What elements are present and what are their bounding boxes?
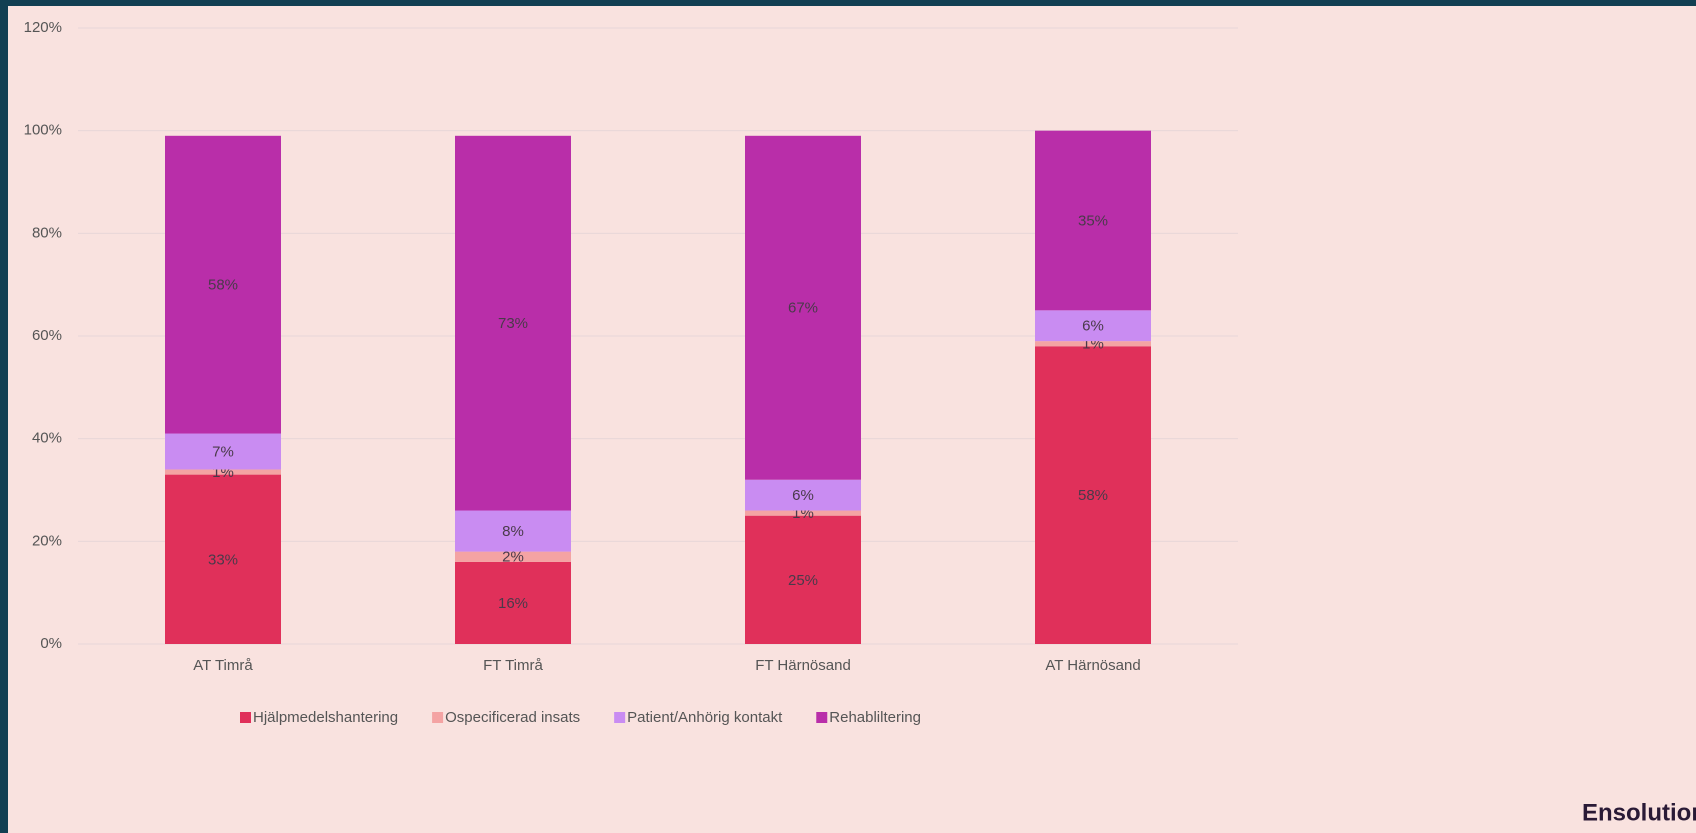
- data-label: 67%: [788, 300, 818, 317]
- y-tick-label: 0%: [40, 635, 62, 652]
- data-label: 16%: [498, 595, 528, 612]
- bar-segment: [745, 510, 861, 516]
- data-label: 33%: [208, 551, 238, 568]
- data-label: 7%: [212, 443, 234, 460]
- bar-segment: [455, 135, 571, 511]
- legend-swatch: [432, 712, 444, 723]
- bar-segment: [165, 474, 281, 644]
- data-label: 6%: [1082, 318, 1104, 335]
- y-tick-label: 60%: [32, 327, 62, 344]
- bar-segment: [1035, 346, 1151, 644]
- data-label: 58%: [208, 277, 238, 294]
- y-tick-label: 40%: [32, 430, 62, 447]
- x-tick-label: AT Härnösand: [1045, 657, 1140, 674]
- legend-label: Ospecificerad insats: [445, 709, 580, 726]
- data-label: 8%: [502, 523, 524, 540]
- legend-label: Patient/Anhörig kontakt: [627, 709, 783, 726]
- bar-segment: [1035, 130, 1151, 311]
- x-tick-label: FT Timrå: [483, 657, 543, 674]
- y-tick-label: 20%: [32, 532, 62, 549]
- data-label: 6%: [792, 487, 814, 504]
- data-label: 73%: [498, 315, 528, 332]
- bar-segment: [165, 469, 281, 475]
- data-label: 35%: [1078, 212, 1108, 229]
- bar-segment: [455, 551, 571, 562]
- legend-swatch: [240, 712, 251, 723]
- data-label: 25%: [788, 572, 818, 589]
- data-label: 2%: [502, 549, 524, 566]
- y-tick-label: 120%: [24, 19, 62, 36]
- bar-segment: [745, 515, 861, 644]
- legend-swatch: [614, 712, 626, 723]
- x-tick-label: AT Timrå: [193, 657, 253, 674]
- legend-label: Rehabliltering: [829, 709, 921, 726]
- data-label: 58%: [1078, 487, 1108, 504]
- legend-label: Hjälpmedelshantering: [253, 709, 398, 726]
- y-tick-label: 100%: [24, 122, 62, 139]
- brand: Ensolution: [1582, 799, 1696, 826]
- y-tick-label: 80%: [32, 224, 62, 241]
- bar-segment: [455, 510, 571, 552]
- bar-segment: [455, 561, 571, 644]
- bar-segment: [1035, 310, 1151, 342]
- legend-swatch: [816, 712, 828, 723]
- bar-segment: [165, 433, 281, 470]
- bar-segment: [745, 135, 861, 480]
- bar-segment: [165, 135, 281, 434]
- bar-segment: [745, 479, 861, 511]
- x-tick-label: FT Härnösand: [755, 657, 851, 674]
- bar-segment: [1035, 341, 1151, 347]
